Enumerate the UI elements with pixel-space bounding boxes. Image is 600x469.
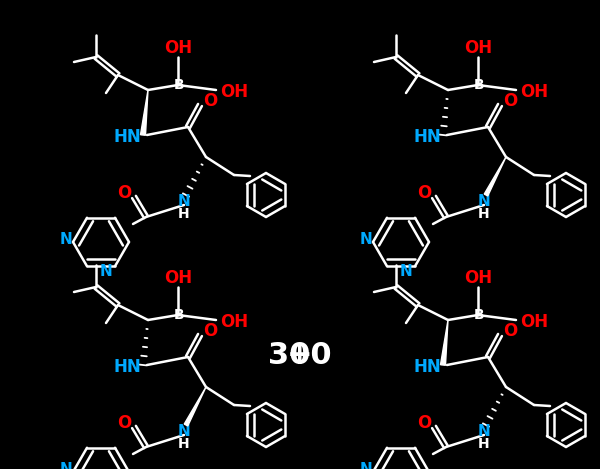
Text: HN: HN [113,128,141,146]
Text: OH: OH [520,313,548,331]
Text: N: N [359,233,373,248]
Polygon shape [484,157,506,196]
Text: H: H [478,207,490,221]
Text: HN: HN [413,358,441,376]
Text: OH: OH [464,269,492,287]
Text: N: N [359,462,373,469]
Text: O: O [203,322,217,340]
Text: N: N [478,195,490,210]
Text: O: O [503,92,517,110]
Text: B: B [173,308,184,322]
Text: N: N [478,424,490,439]
Text: O: O [417,184,431,202]
Text: OH: OH [220,313,248,331]
Text: HN: HN [113,358,141,376]
Text: O: O [417,414,431,432]
Text: 300: 300 [268,340,332,370]
Text: H: H [478,437,490,451]
Text: B: B [173,78,184,92]
Text: O: O [117,414,131,432]
Polygon shape [140,90,148,135]
Text: O: O [203,92,217,110]
Text: O: O [503,322,517,340]
Polygon shape [184,387,206,426]
Text: OH: OH [164,269,192,287]
Text: N: N [59,462,73,469]
Text: B: B [473,308,484,322]
Text: N: N [178,195,190,210]
Polygon shape [440,320,448,365]
Text: OH: OH [164,39,192,57]
Text: HN: HN [413,128,441,146]
Text: N: N [59,233,73,248]
Text: N: N [400,265,412,280]
Text: OH: OH [464,39,492,57]
Text: H: H [178,207,190,221]
Text: O: O [117,184,131,202]
Text: OH: OH [220,83,248,101]
Text: OH: OH [520,83,548,101]
Text: +: + [287,340,313,370]
Text: N: N [178,424,190,439]
Text: H: H [178,437,190,451]
Text: B: B [473,78,484,92]
Text: N: N [100,265,112,280]
